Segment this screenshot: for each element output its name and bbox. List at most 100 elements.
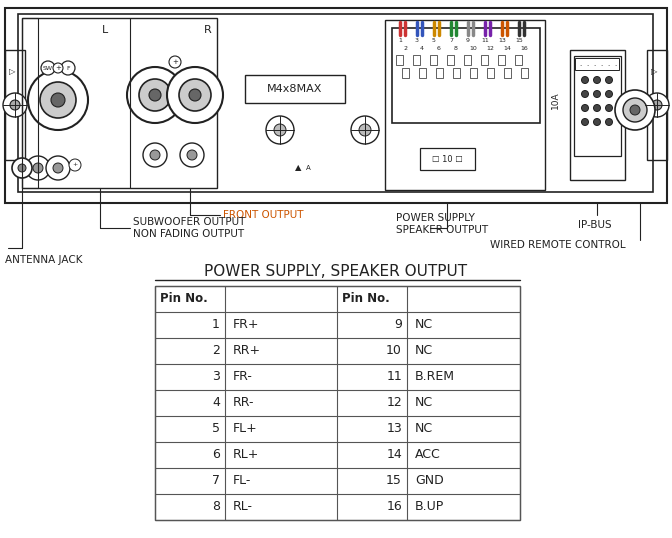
Text: 3: 3 [212,371,220,384]
Text: 1: 1 [398,38,402,43]
Bar [22,18,217,188]
Text: FL+: FL+ [233,422,258,435]
Circle shape [581,104,589,111]
Text: RR-: RR- [233,397,255,409]
Circle shape [615,90,655,130]
Bar [498,55,505,65]
Text: 8: 8 [454,46,458,51]
Text: B.UP: B.UP [415,500,444,513]
Circle shape [61,61,75,75]
Circle shape [593,76,601,83]
Text: Pin No.: Pin No. [342,293,390,306]
Bar [481,55,488,65]
Text: 2: 2 [212,344,220,357]
Circle shape [10,100,20,110]
Text: FRONT OUTPUT: FRONT OUTPUT [223,210,304,220]
Text: NC: NC [415,422,433,435]
Text: NC: NC [415,344,433,357]
Circle shape [605,76,612,83]
Circle shape [46,156,70,180]
Bar [647,50,667,160]
Circle shape [179,79,211,111]
Text: 1: 1 [212,318,220,331]
Text: 6: 6 [437,46,441,51]
Circle shape [53,63,63,73]
Text: Pin No.: Pin No. [160,293,208,306]
Text: +: + [73,162,78,167]
Circle shape [169,56,181,68]
Bar [515,55,522,65]
Circle shape [41,61,55,75]
Circle shape [187,150,197,160]
Bar [419,68,426,78]
Text: ACC: ACC [415,449,441,462]
Bar [392,28,540,123]
Circle shape [652,100,662,110]
Circle shape [149,89,161,101]
Text: ▷: ▷ [650,67,657,76]
Text: 9: 9 [394,318,402,331]
Text: 5: 5 [432,38,436,43]
Circle shape [69,159,81,171]
Text: 6: 6 [212,449,220,462]
Circle shape [274,124,286,136]
Text: ▷: ▷ [9,67,15,76]
Text: FR-: FR- [233,371,253,384]
Circle shape [28,70,88,130]
Text: 10A: 10A [550,91,560,109]
Text: 11: 11 [481,38,489,43]
Text: 11: 11 [386,371,402,384]
Circle shape [593,118,601,125]
Circle shape [12,158,32,178]
Text: A: A [306,165,310,171]
Text: .: . [600,61,602,67]
Text: 3: 3 [415,38,419,43]
Bar [453,68,460,78]
Circle shape [40,82,76,118]
Text: 5: 5 [212,422,220,435]
Text: GND: GND [415,475,444,487]
Bar [5,50,25,160]
Text: +: + [55,65,61,71]
Circle shape [189,89,201,101]
Text: 15: 15 [386,475,402,487]
Text: R: R [204,25,212,35]
Text: WIRED REMOTE CONTROL: WIRED REMOTE CONTROL [490,240,626,250]
Text: NC: NC [415,318,433,331]
Bar [420,148,475,170]
Text: F: F [66,66,70,70]
Bar [396,55,403,65]
Circle shape [33,163,43,173]
Circle shape [53,163,63,173]
Text: 14: 14 [386,449,402,462]
Circle shape [645,93,669,117]
Text: SPEAKER OUTPUT: SPEAKER OUTPUT [396,225,488,235]
Text: 8: 8 [212,500,220,513]
Circle shape [167,67,223,123]
Text: 4: 4 [212,397,220,409]
Bar [447,55,454,65]
Bar [413,55,420,65]
Circle shape [180,143,204,167]
Circle shape [18,164,26,172]
Text: SW: SW [43,66,53,70]
Text: FR+: FR+ [233,318,259,331]
Circle shape [581,118,589,125]
Circle shape [3,93,27,117]
Bar [5,8,667,203]
Circle shape [143,143,167,167]
Circle shape [26,156,50,180]
Bar [22,18,38,188]
Text: .: . [614,61,616,67]
Text: 10: 10 [386,344,402,357]
Bar [521,68,528,78]
Circle shape [630,105,640,115]
Text: FL-: FL- [233,475,251,487]
Text: 12: 12 [386,397,402,409]
Text: .: . [607,61,609,67]
Text: 9: 9 [466,38,470,43]
Text: SUBWOOFER OUTPUT: SUBWOOFER OUTPUT [133,217,245,227]
Circle shape [605,104,612,111]
Text: 15: 15 [515,38,523,43]
Text: L: L [102,25,108,35]
